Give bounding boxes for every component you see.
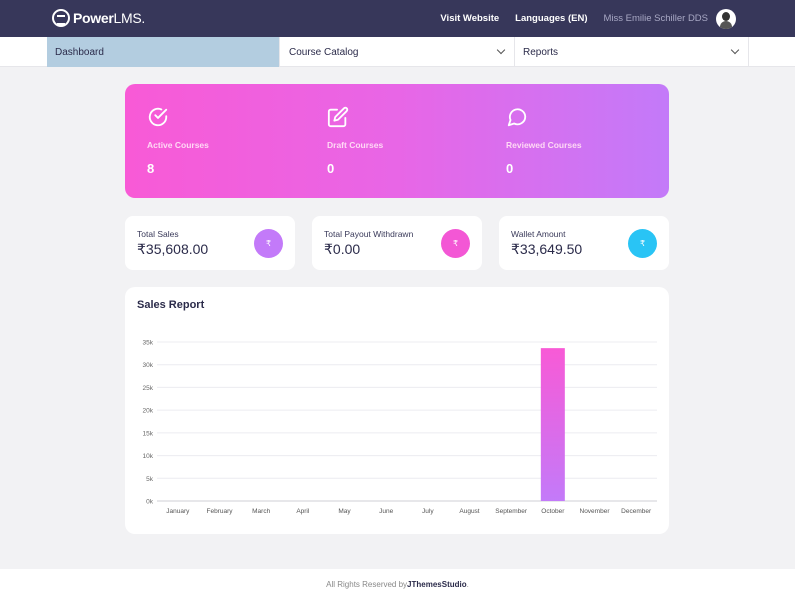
menu-course-catalog-label: Course Catalog	[289, 46, 359, 58]
x-tick-label: May	[338, 508, 351, 515]
sales-chart: 0k 5k 10k 15k 20k 25k 30k 35k January February Mar…	[143, 340, 657, 515]
logo-icon	[52, 9, 70, 27]
top-bar: Power LMS. Visit Website Languages (EN) M…	[0, 0, 795, 37]
message-circle-icon	[507, 108, 527, 127]
footer: All Rights Reserved by JThemesStudio .	[0, 569, 795, 600]
avatar[interactable]	[716, 8, 736, 29]
total-sales-label: Total Sales	[137, 229, 179, 239]
chevron-down-icon	[730, 45, 740, 55]
y-tick-label: 35k	[143, 340, 154, 347]
menu-course-catalog[interactable]: Course Catalog	[281, 37, 515, 67]
total-payout-value: ₹0.00	[324, 241, 361, 257]
x-tick-label: September	[495, 508, 528, 515]
footer-prefix: All Rights Reserved by	[326, 580, 408, 589]
visit-website-link[interactable]: Visit Website	[440, 13, 500, 24]
rupee-icon: ₹	[441, 229, 470, 258]
x-tick-label: December	[621, 508, 652, 515]
x-tick-label: February	[206, 508, 233, 515]
stat-reviewed-label: Reviewed Courses	[506, 140, 582, 150]
y-tick-label: 15k	[143, 430, 154, 437]
course-stats-banner: Active Courses 8 Draft Courses 0 Reviewe…	[125, 84, 669, 198]
menu-dashboard[interactable]: Dashboard	[47, 37, 280, 67]
x-tick-label: August	[459, 508, 479, 515]
top-nav: Visit Website Languages (EN) Miss Emilie…	[440, 0, 795, 37]
y-tick-label: 5k	[146, 476, 154, 483]
x-tick-label: April	[296, 508, 310, 515]
total-sales-card: Total Sales ₹35,608.00 ₹	[125, 216, 295, 270]
wallet-amount-label: Wallet Amount	[511, 229, 566, 239]
total-sales-value: ₹35,608.00	[137, 241, 209, 257]
y-tick-label: 0k	[146, 499, 154, 506]
rupee-icon: ₹	[254, 229, 283, 258]
rupee-icon: ₹	[628, 229, 657, 258]
sales-report-title: Sales Report	[137, 299, 205, 311]
languages-dropdown[interactable]: Languages (EN)	[515, 13, 588, 24]
brand-logo[interactable]: Power LMS.	[52, 9, 145, 27]
wallet-amount-card: Wallet Amount ₹33,649.50 ₹	[499, 216, 669, 270]
y-tick-label: 20k	[143, 408, 154, 415]
main-menu: Dashboard Course Catalog Reports	[0, 37, 795, 67]
menu-reports-label: Reports	[523, 46, 559, 58]
stat-draft-label: Draft Courses	[327, 140, 384, 150]
brand-suffix: LMS.	[113, 10, 146, 26]
menu-dashboard-label: Dashboard	[55, 46, 104, 58]
x-tick-label: July	[422, 508, 434, 515]
y-tick-label: 10k	[143, 453, 154, 460]
x-tick-label: November	[580, 508, 611, 515]
check-circle-icon	[148, 107, 168, 127]
brand-name: Power	[73, 10, 114, 26]
total-payout-card: Total Payout Withdrawn ₹0.00 ₹	[312, 216, 482, 270]
y-tick-label: 30k	[143, 362, 154, 369]
bar-october[interactable]	[540, 348, 565, 501]
user-name[interactable]: Miss Emilie Schiller DDS	[603, 13, 708, 24]
stat-reviewed-value: 0	[506, 161, 514, 176]
wallet-amount-value: ₹33,649.50	[511, 241, 583, 257]
stat-active-value: 8	[147, 161, 155, 176]
edit-icon	[327, 106, 349, 128]
y-tick-label: 25k	[143, 385, 154, 392]
chevron-down-icon	[496, 45, 506, 55]
stat-active-label: Active Courses	[147, 140, 209, 150]
footer-suffix: .	[466, 580, 469, 589]
stat-draft-value: 0	[327, 161, 335, 176]
menu-reports[interactable]: Reports	[515, 37, 749, 67]
sales-report-panel: Sales Report 0k 5k 10k 15k 20k 25k 30k 35k Janua…	[125, 287, 669, 534]
x-tick-label: January	[166, 508, 190, 515]
total-payout-label: Total Payout Withdrawn	[324, 229, 414, 239]
x-tick-label: June	[379, 508, 393, 515]
x-tick-label: March	[252, 508, 270, 515]
x-tick-label: October	[541, 508, 565, 515]
footer-company-link[interactable]: JThemesStudio	[407, 580, 467, 589]
